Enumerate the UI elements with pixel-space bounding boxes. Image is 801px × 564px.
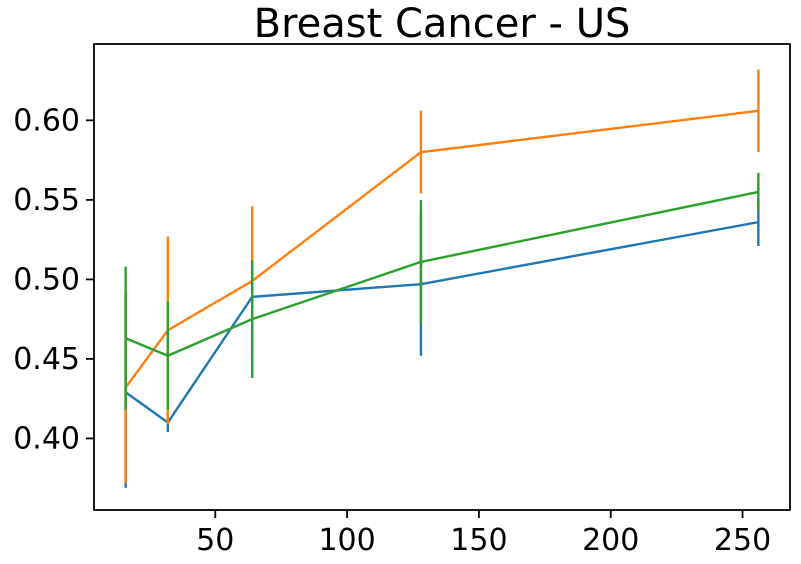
x-tick-label: 50 [196,523,234,558]
plot-border [93,43,791,511]
series-line-blue [124,220,759,424]
x-tick-label: 100 [318,523,375,558]
x-tick-label: 150 [450,523,507,558]
y-tick-label: 0.40 [13,421,80,456]
y-tick-label: 0.45 [13,342,80,377]
y-tick-label: 0.55 [13,183,80,218]
series-line-green [125,190,759,357]
x-tick-label: 250 [714,523,771,558]
y-tick-label: 0.50 [13,262,80,297]
x-tick-label: 200 [582,523,639,558]
y-tick-label: 0.60 [13,103,80,138]
chart-title: Breast Cancer - US [254,1,631,47]
